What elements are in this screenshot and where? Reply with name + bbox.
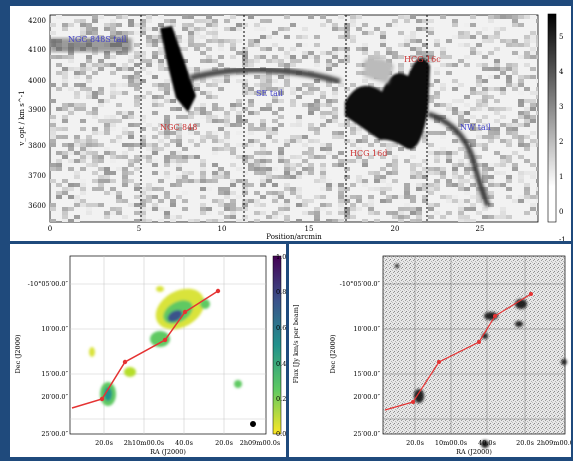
optical-track-line xyxy=(384,293,532,411)
pv-diagram-panel: NGC 848S tail NGC 848 SE tail HCG 16c HC… xyxy=(10,6,571,244)
moment-plot-area xyxy=(69,255,267,435)
optical-yticks: -10°05′00.0″ 10′00.0″ 15′00.0″ 20′00.0″ … xyxy=(340,280,381,438)
label-nw-tail: NW tail xyxy=(460,123,491,132)
optical-track-points xyxy=(411,292,533,404)
svg-text:4100: 4100 xyxy=(28,46,46,54)
optical-image-panel: -10°05′00.0″ 10′00.0″ 15′00.0″ 20′00.0″ … xyxy=(289,244,573,457)
svg-text:25′00.0″: 25′00.0″ xyxy=(353,430,380,438)
pv-boundaries xyxy=(140,15,428,222)
label-hcg16d: HCG 16d xyxy=(350,149,387,158)
pv-diagram: NGC 848S tail NGC 848 SE tail HCG 16c HC… xyxy=(18,13,566,244)
svg-text:3900: 3900 xyxy=(28,106,46,114)
optical-ylabel: Dec (J2000) xyxy=(329,334,337,373)
beam-marker xyxy=(250,421,256,427)
label-ngc848: NGC 848 xyxy=(160,123,197,132)
moment-xlabel: RA (J2000) xyxy=(150,448,186,456)
svg-text:4: 4 xyxy=(559,68,564,76)
svg-text:15′00.0″: 15′00.0″ xyxy=(41,370,68,378)
label-se-tail: SE tail xyxy=(256,89,283,98)
svg-text:4000: 4000 xyxy=(28,77,46,85)
svg-text:10m00.0s: 10m00.0s xyxy=(435,439,467,447)
pv-ylabel: v_opt / km s^-1 xyxy=(18,90,26,146)
pv-colorbar xyxy=(547,13,557,223)
pv-xlabel: Position/arcmin xyxy=(266,233,322,241)
moment-ylabel: Dec (J2000) xyxy=(14,334,22,373)
optical-xticks: 20.0s 10m00.0s 40.0s 20.0s 2h09m00.0s xyxy=(406,439,573,447)
svg-text:1: 1 xyxy=(559,173,563,181)
svg-text:4200: 4200 xyxy=(28,17,46,25)
svg-text:-1: -1 xyxy=(559,236,566,241)
svg-text:3700: 3700 xyxy=(28,172,46,180)
track-line xyxy=(71,290,219,409)
moment-map: -10°05′00.0″ 10′00.0″ 15′00.0″ 20′00.0″ … xyxy=(14,255,282,456)
svg-text:20.0s: 20.0s xyxy=(516,439,534,447)
optical-grid xyxy=(383,256,565,434)
pv-yticks: 3600 3700 3800 3900 4000 4100 4200 xyxy=(28,17,46,210)
svg-text:2: 2 xyxy=(559,138,563,146)
svg-text:3600: 3600 xyxy=(28,202,46,210)
svg-text:15′00.0″: 15′00.0″ xyxy=(353,370,380,378)
optical-image: -10°05′00.0″ 10′00.0″ 15′00.0″ 20′00.0″ … xyxy=(329,255,573,456)
svg-text:25: 25 xyxy=(476,225,485,233)
track-points xyxy=(99,288,221,402)
svg-text:20: 20 xyxy=(391,225,400,233)
pv-xticks: 0 5 10 15 20 25 xyxy=(48,225,485,233)
moment-map-panel: -10°05′00.0″ 10′00.0″ 15′00.0″ 20′00.0″ … xyxy=(10,244,286,457)
svg-text:5: 5 xyxy=(137,225,141,233)
svg-text:3800: 3800 xyxy=(28,142,46,150)
svg-text:20.0s: 20.0s xyxy=(406,439,424,447)
moment-colorbar-label-box: Flux [Jy km/s per beam] xyxy=(288,244,308,457)
svg-text:20.0s: 20.0s xyxy=(215,439,233,447)
moment-xticks: 20.0s 2h10m00.0s 40.0s 20.0s 2h09m00.0s xyxy=(95,439,280,447)
svg-text:-10°05′00.0″: -10°05′00.0″ xyxy=(28,280,69,288)
moment-colorbar-label: Flux [Jy km/s per beam] xyxy=(292,305,300,384)
moment-grid xyxy=(70,256,266,434)
svg-text:2h09m00.0s: 2h09m00.0s xyxy=(537,439,571,447)
pv-colorbar-ticks: 5 4 3 2 1 0 -1 xyxy=(559,33,566,244)
svg-text:20′00.0″: 20′00.0″ xyxy=(41,393,68,401)
svg-text:0: 0 xyxy=(48,225,52,233)
svg-text:20.0s: 20.0s xyxy=(95,439,113,447)
svg-text:10′00.0″: 10′00.0″ xyxy=(353,325,380,333)
moment-emission xyxy=(89,286,242,406)
moment-yticks: -10°05′00.0″ 10′00.0″ 15′00.0″ 20′00.0″ … xyxy=(28,280,69,438)
pv-emission xyxy=(50,15,538,222)
svg-text:5: 5 xyxy=(559,33,563,41)
svg-text:0: 0 xyxy=(559,208,563,216)
svg-text:3: 3 xyxy=(559,103,563,111)
svg-text:20′00.0″: 20′00.0″ xyxy=(353,393,380,401)
svg-text:-10°05′00.0″: -10°05′00.0″ xyxy=(340,280,381,288)
svg-text:10: 10 xyxy=(218,225,227,233)
svg-text:15: 15 xyxy=(305,225,314,233)
svg-text:10′00.0″: 10′00.0″ xyxy=(41,325,68,333)
label-ngc848s-tail: NGC 848S tail xyxy=(68,35,127,44)
optical-xlabel: RA (J2000) xyxy=(456,448,492,456)
moment-colorbar xyxy=(272,255,282,435)
svg-text:40.0s: 40.0s xyxy=(175,439,193,447)
svg-text:40.0s: 40.0s xyxy=(478,439,496,447)
svg-text:2h10m00.0s: 2h10m00.0s xyxy=(124,439,165,447)
svg-text:25′00.0″: 25′00.0″ xyxy=(41,430,68,438)
label-hcg16c: HCG 16c xyxy=(404,55,441,64)
svg-text:2h09m00.0s: 2h09m00.0s xyxy=(240,439,281,447)
